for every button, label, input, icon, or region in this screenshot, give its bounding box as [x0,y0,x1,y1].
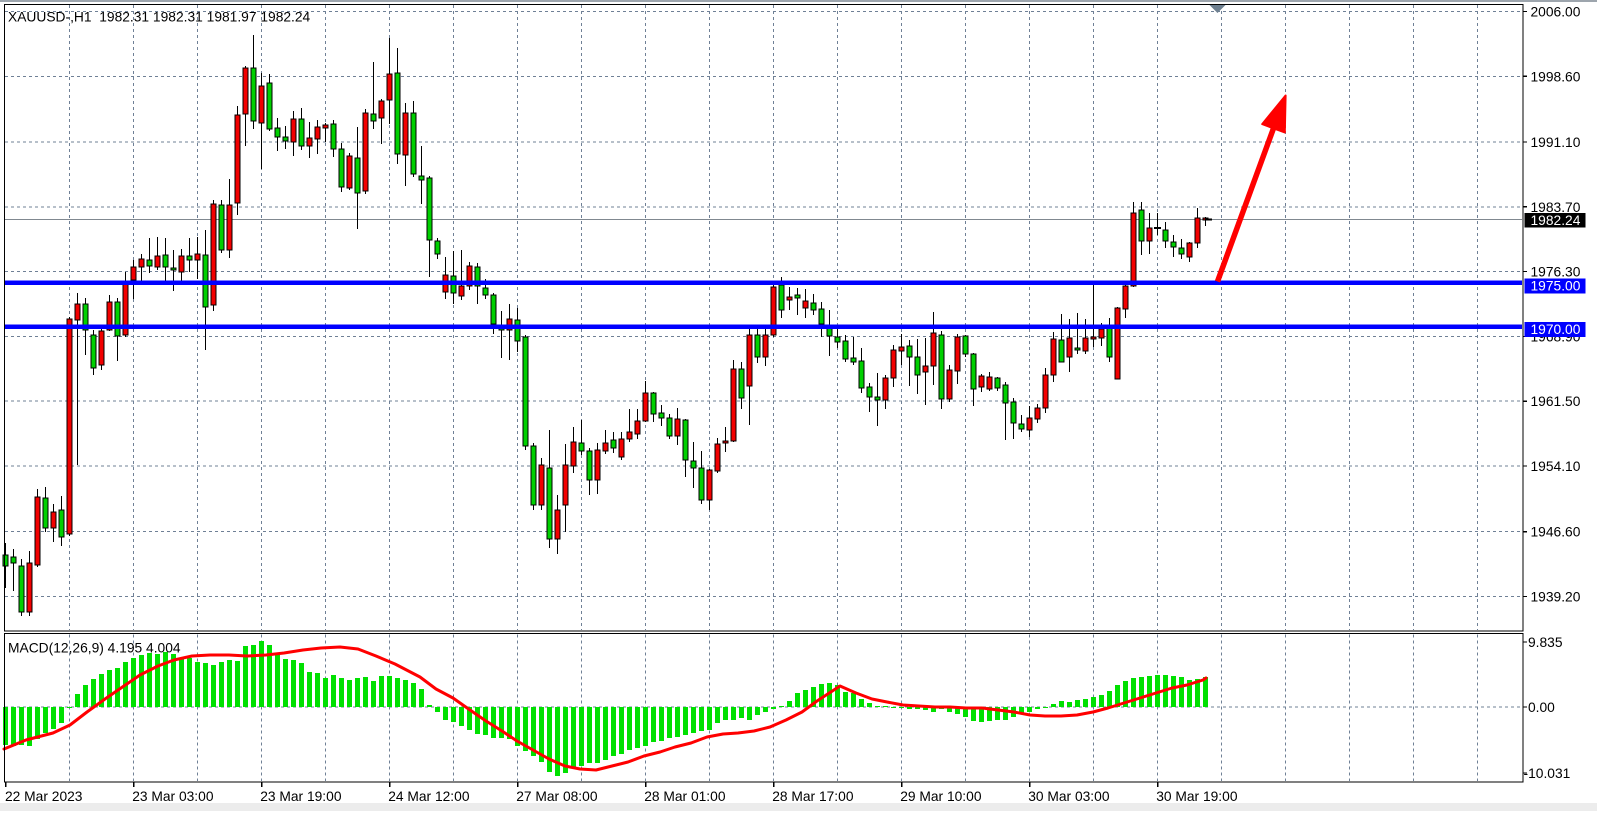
svg-text:0.00: 0.00 [1528,700,1555,715]
svg-text:24 Mar 12:00: 24 Mar 12:00 [388,789,470,804]
svg-text:2006.00: 2006.00 [1531,5,1581,20]
svg-text:XAUUSD-,H1 1982.31 1982.31 19: XAUUSD-,H1 1982.31 1982.31 1981.97 1982.… [8,10,311,25]
svg-text:23 Mar 19:00: 23 Mar 19:00 [260,789,342,804]
svg-text:1961.50: 1961.50 [1531,394,1581,409]
svg-text:MACD(12,26,9) 4.195 4.004: MACD(12,26,9) 4.195 4.004 [8,641,181,656]
svg-text:28 Mar 01:00: 28 Mar 01:00 [644,789,726,804]
svg-text:1954.10: 1954.10 [1531,459,1581,474]
svg-text:1970.00: 1970.00 [1531,322,1581,337]
svg-text:30 Mar 03:00: 30 Mar 03:00 [1028,789,1110,804]
svg-text:27 Mar 08:00: 27 Mar 08:00 [516,789,598,804]
svg-text:-10.031: -10.031 [1524,766,1571,781]
svg-text:1975.00: 1975.00 [1531,279,1581,294]
svg-text:1939.20: 1939.20 [1531,590,1581,605]
svg-text:28 Mar 17:00: 28 Mar 17:00 [772,789,854,804]
svg-text:1998.60: 1998.60 [1531,69,1581,84]
svg-text:1991.10: 1991.10 [1531,135,1581,150]
svg-text:9.835: 9.835 [1528,635,1563,650]
svg-text:30 Mar 19:00: 30 Mar 19:00 [1156,789,1238,804]
svg-text:22 Mar 2023: 22 Mar 2023 [5,789,83,804]
svg-text:1946.60: 1946.60 [1531,525,1581,540]
svg-text:1976.30: 1976.30 [1531,265,1581,280]
svg-text:1983.70: 1983.70 [1531,200,1581,215]
svg-text:1982.24: 1982.24 [1531,213,1581,228]
svg-text:23 Mar 03:00: 23 Mar 03:00 [132,789,214,804]
svg-text:29 Mar 10:00: 29 Mar 10:00 [900,789,982,804]
